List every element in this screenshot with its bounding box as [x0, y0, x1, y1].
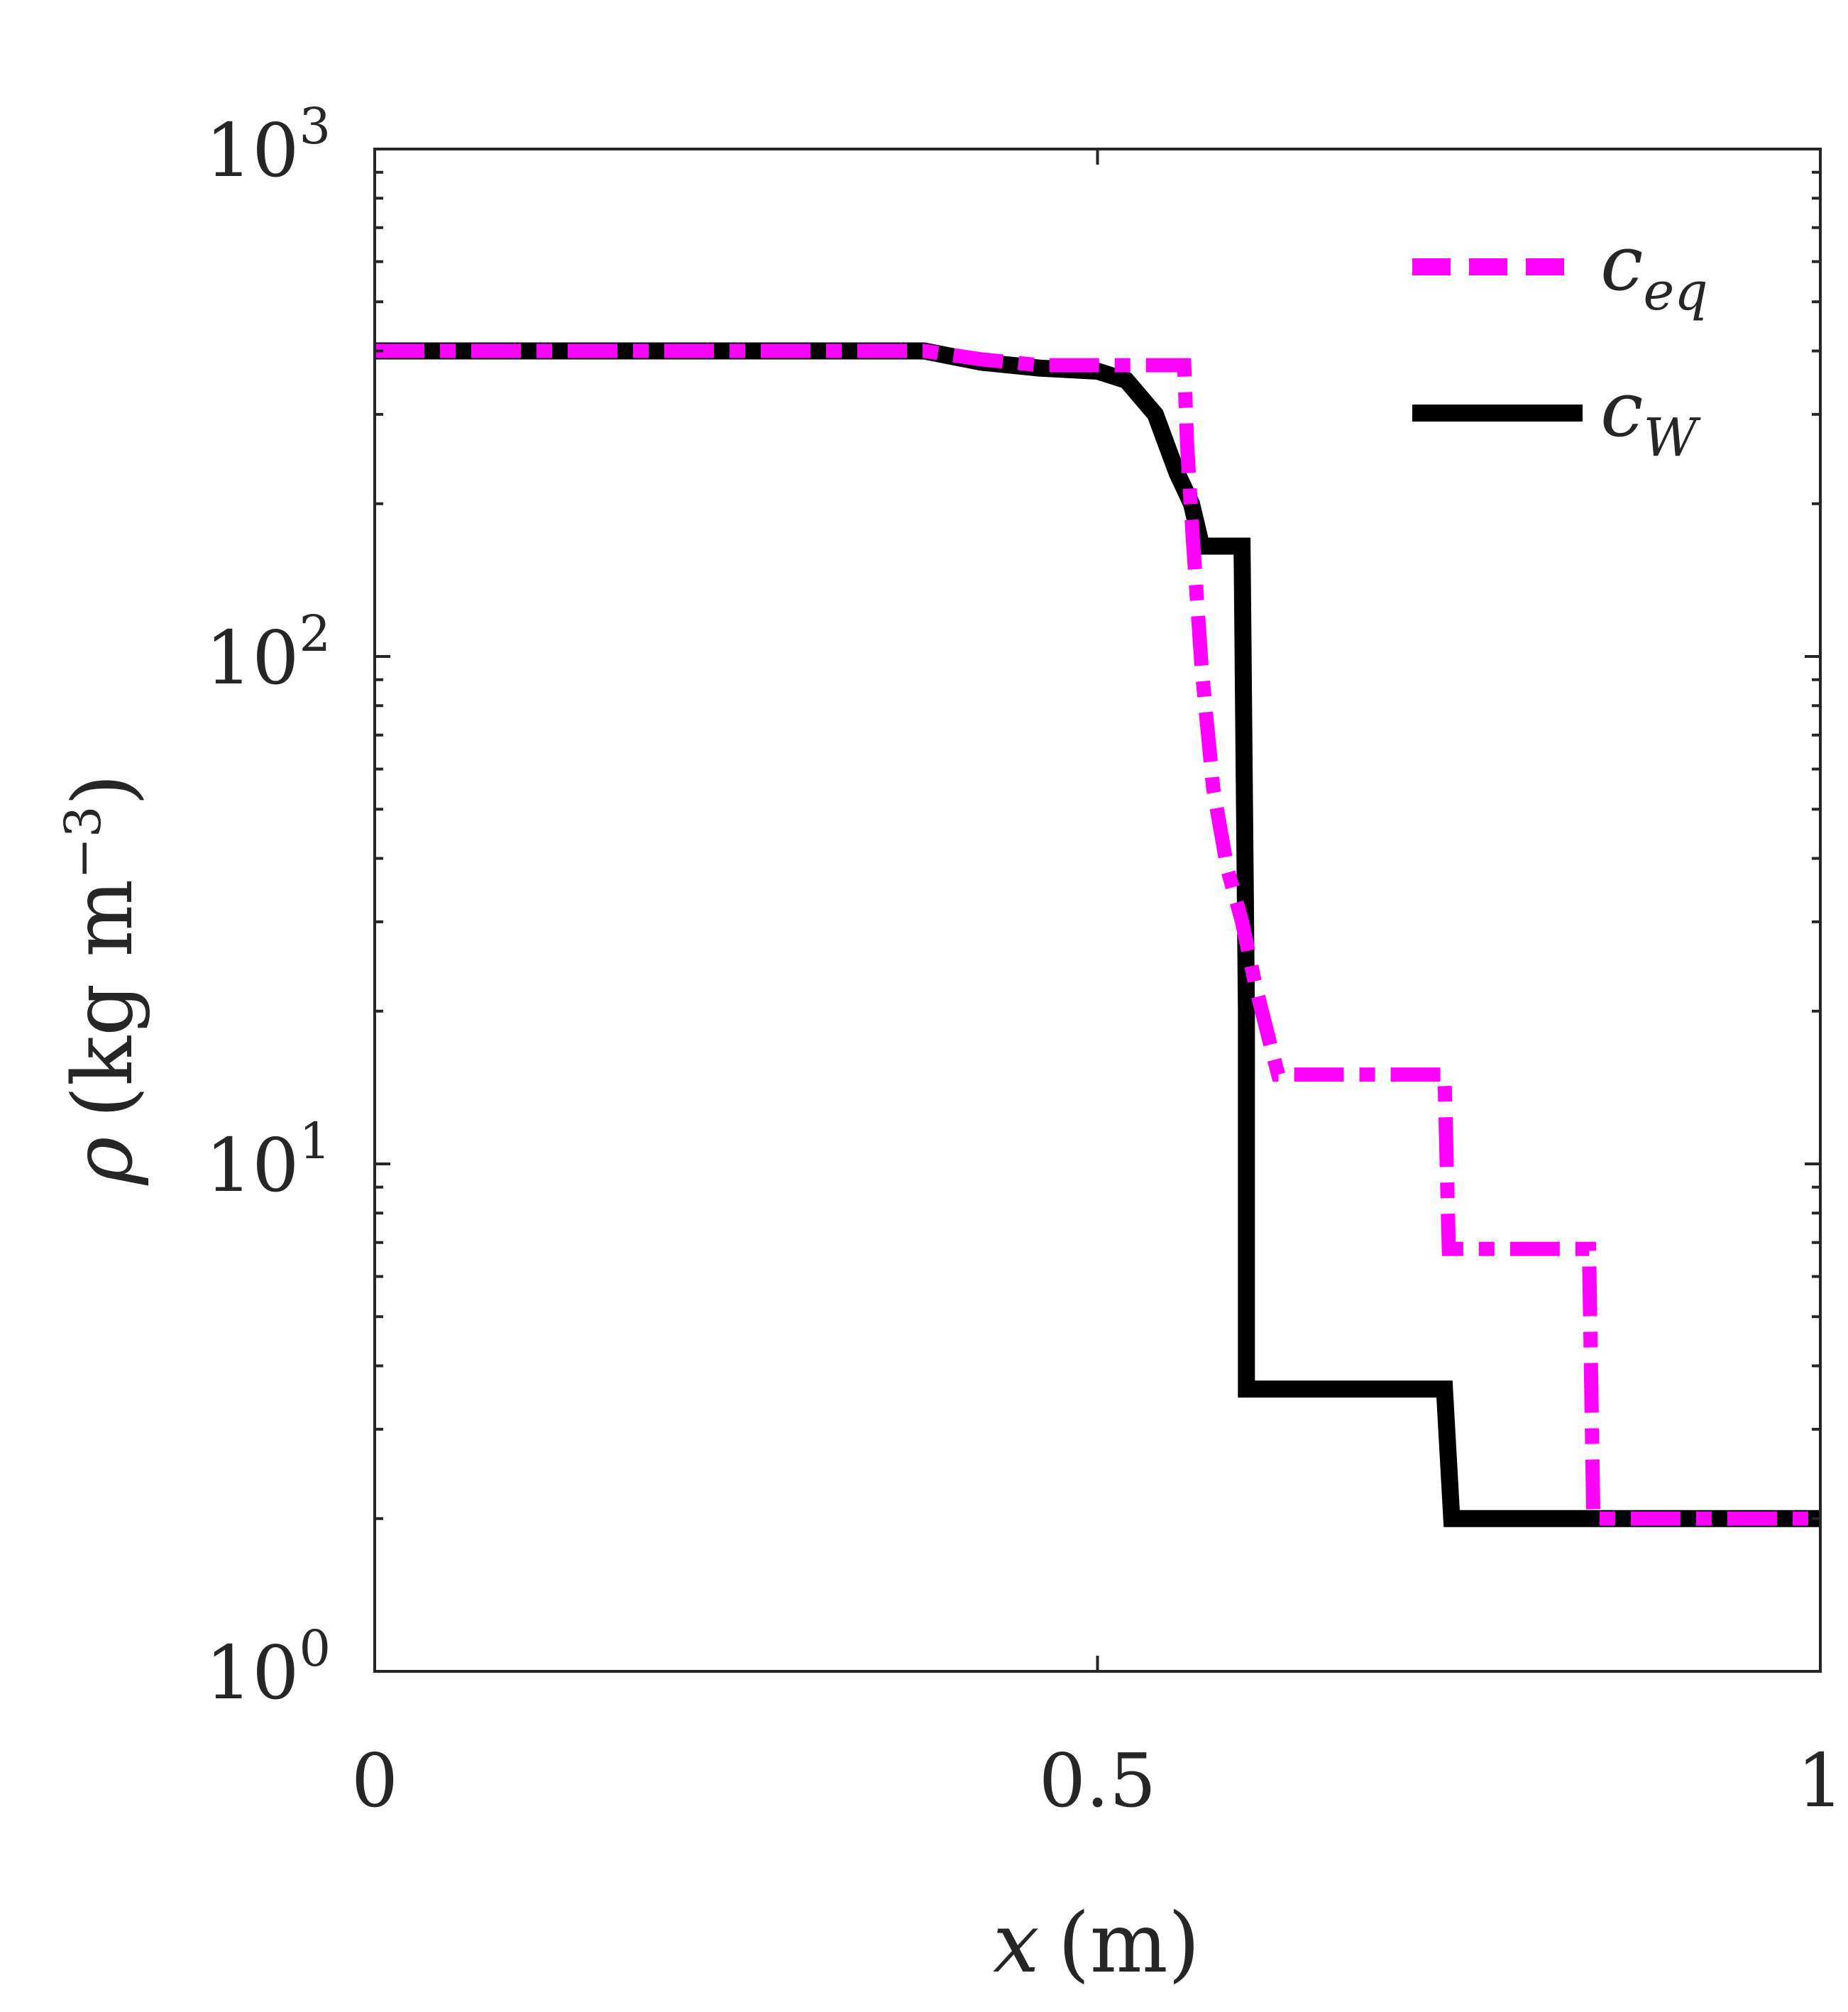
plot-area-frame [373, 148, 1822, 1673]
x-tick-label: 0.5 [1039, 1737, 1156, 1824]
y-tick-label: 100 [205, 1620, 331, 1716]
tick-labels: 0 0.5 1 100 101 102 103 [205, 97, 1844, 1824]
y-tick-label: 102 [205, 605, 331, 701]
y-axis-label: ρ(kg m−3) [54, 774, 151, 1186]
y-tick-label: 101 [205, 1112, 331, 1209]
legend-label-c-w: cW [1600, 365, 1702, 468]
legend: ceq cW [1412, 219, 1708, 468]
x-tick-label: 0 [351, 1737, 398, 1824]
x-tick-label: 1 [1797, 1737, 1844, 1824]
legend-label-c-eq: ceq [1600, 219, 1708, 322]
y-tick-label: 103 [205, 97, 331, 194]
series-line-c-eq [375, 343, 1820, 1526]
x-axis-label: x (m) [993, 1896, 1200, 1991]
series-layer [375, 342, 1820, 1527]
